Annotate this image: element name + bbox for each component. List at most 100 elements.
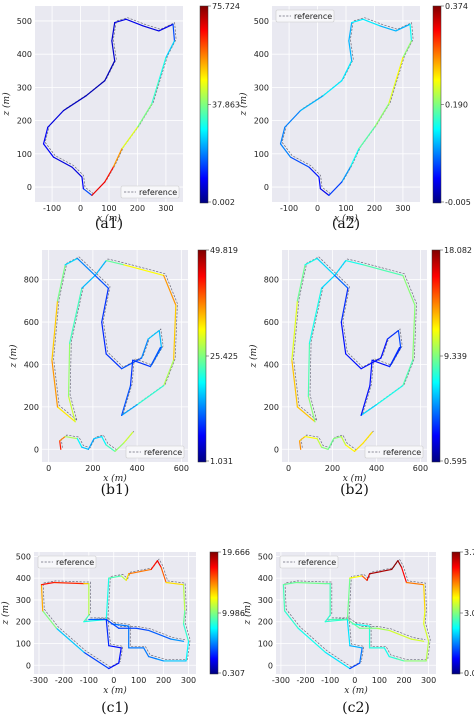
chart-c2: -300 -200 -100 0 100 200 300 0 100 200 300 400 500 x … — [242, 548, 474, 716]
y-tick-label: 500 — [258, 552, 273, 561]
legend-box — [125, 445, 185, 459]
track-segment — [163, 359, 175, 387]
track-segment — [308, 166, 320, 178]
track-segment — [170, 638, 185, 642]
legend-label: reference — [294, 12, 332, 21]
track-segment — [299, 95, 324, 112]
track-segment — [400, 566, 408, 584]
track-segment — [279, 126, 286, 145]
track-segment — [108, 645, 122, 649]
legend-box — [279, 555, 339, 569]
y-axis-label: z (m) — [238, 92, 249, 117]
track-segment — [328, 181, 343, 196]
chart-b1: 0 200 400 600 0 200 400 600 800 x (m) z (m) referen… — [8, 246, 238, 498]
track-segment — [105, 260, 125, 266]
x-axis-label: x (m) — [103, 685, 127, 696]
track-segment — [412, 304, 416, 361]
x-tick-label: -100 — [321, 676, 339, 685]
track-segment — [383, 647, 390, 658]
legend-box — [120, 185, 180, 199]
track-segment — [42, 143, 55, 158]
track-segment — [147, 329, 160, 340]
legend: reference — [275, 9, 335, 23]
track-segment — [62, 95, 87, 112]
colorbar-tick-label: 0.307 — [222, 669, 245, 678]
track-segment — [120, 575, 127, 581]
track-segment — [284, 610, 299, 629]
track-segment — [368, 568, 393, 575]
track-segment — [345, 353, 362, 370]
track-segment — [369, 359, 373, 387]
track-segment — [322, 80, 343, 97]
track-segment — [319, 188, 330, 196]
track-segment — [158, 56, 167, 82]
legend-label: reference — [139, 188, 177, 197]
track-segment — [395, 56, 404, 82]
track-segment — [391, 560, 399, 571]
legend-label: reference — [383, 448, 421, 457]
track-segment — [333, 435, 342, 440]
track-segment — [289, 156, 310, 168]
y-tick-label: 300 — [258, 596, 273, 605]
x-axis-label: x (m) — [97, 213, 121, 224]
track-segment — [182, 610, 186, 625]
track-segment — [304, 257, 318, 266]
colorbar-tick-label: 25.425 — [210, 352, 238, 361]
track-segment — [388, 629, 412, 640]
colorbar — [432, 5, 442, 204]
x-tick-label: -200 — [55, 676, 73, 685]
track-segment — [324, 614, 331, 623]
x-tick-label: 600 — [174, 464, 189, 473]
track-segment — [51, 300, 59, 361]
track-segment — [82, 188, 93, 196]
track-segment — [105, 444, 116, 452]
track-segment — [101, 321, 107, 355]
track-segment — [135, 627, 150, 632]
y-tick-label: 0 — [27, 183, 32, 192]
x-tick-label: 0 — [46, 464, 51, 473]
track-segment — [40, 581, 55, 586]
colorbar-tick-label: 9.986 — [222, 609, 245, 618]
track-segment — [136, 103, 153, 128]
y-tick-label: 200 — [24, 403, 39, 412]
reference-path-outer — [284, 558, 431, 668]
chart-c1: -300 -200 -100 0 100 200 300 0 100 200 300 400 500 x … — [0, 548, 250, 716]
track-segment — [148, 655, 157, 660]
track-segment — [284, 110, 302, 128]
track-segment — [173, 304, 177, 361]
track-segment — [172, 23, 176, 42]
y-tick-label: 100 — [258, 640, 273, 649]
x-tick-label: 0 — [315, 204, 320, 213]
legend: reference — [37, 555, 97, 569]
track-segment — [353, 442, 364, 452]
x-tick-label: 200 — [396, 676, 411, 685]
series-mid — [105, 618, 122, 670]
y-tick-label: 300 — [17, 83, 32, 92]
track-segment — [105, 618, 110, 647]
track-segment — [118, 647, 122, 664]
track-segment — [296, 406, 316, 423]
track-segment — [279, 143, 292, 158]
track-segment — [128, 568, 152, 575]
x-tick-label: 200 — [130, 204, 145, 213]
y-tick-label: 100 — [17, 150, 32, 159]
track-segment — [125, 18, 144, 27]
x-tick-label: 0 — [111, 676, 116, 685]
y-tick-label: 600 — [24, 318, 39, 327]
track-segment — [143, 647, 150, 658]
x-tick-label: 300 — [395, 204, 410, 213]
track-segment — [340, 287, 349, 323]
series-inner-loop — [334, 274, 402, 370]
x-tick-label: 0 — [286, 464, 291, 473]
x-tick-label: 300 — [421, 676, 436, 685]
panel-caption: (b2) — [340, 482, 369, 498]
y-tick-label: 400 — [258, 574, 273, 583]
track-segment — [47, 110, 65, 128]
reference-path-track — [281, 17, 414, 195]
track-segment — [291, 300, 298, 361]
y-tick-label: 200 — [264, 403, 279, 412]
colorbar-tick-label: 3.007 — [464, 609, 474, 618]
track-segment — [111, 40, 116, 62]
panel-caption: (a2) — [332, 216, 360, 232]
track-segment — [182, 623, 190, 642]
